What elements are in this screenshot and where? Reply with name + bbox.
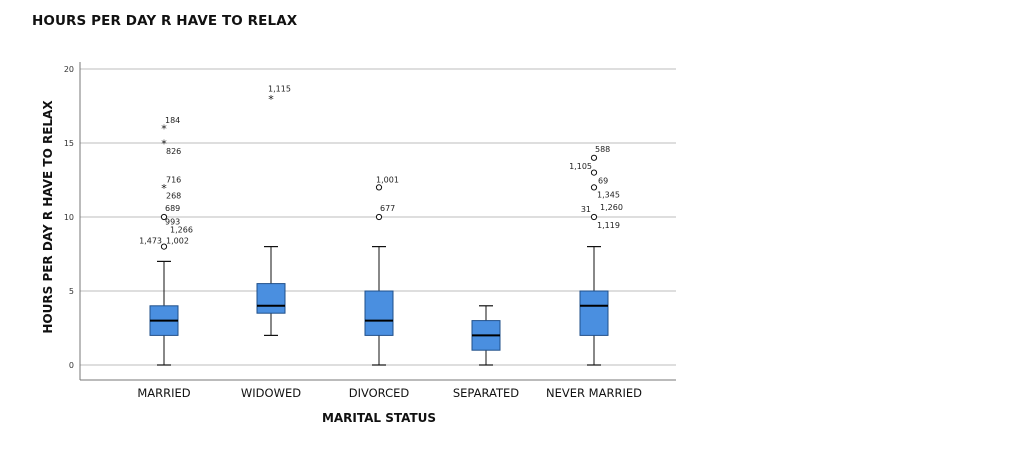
- outlier-label: 1,115: [268, 85, 291, 94]
- category-label: SEPARATED: [453, 386, 519, 400]
- outlier-star: *: [161, 123, 167, 136]
- outlier-label: 677: [380, 204, 395, 213]
- y-tick-label: 15: [64, 139, 74, 148]
- y-tick-label: 10: [64, 213, 74, 222]
- axes: [79, 62, 676, 381]
- box-iqr: [364, 290, 394, 336]
- outlier-label: 1,260: [600, 203, 623, 212]
- outlier-label: 1,002: [166, 237, 189, 246]
- category-label: WIDOWED: [241, 386, 301, 400]
- outlier-circle: [375, 213, 383, 221]
- box-group: *: [256, 93, 286, 336]
- y-tick-labels: 0 5 10 15 20: [64, 65, 74, 370]
- category-label: DIVORCED: [349, 386, 410, 400]
- outlier-label: 826: [166, 147, 181, 156]
- outlier-label: 1,473: [139, 237, 162, 246]
- outlier-label: 268: [166, 191, 181, 200]
- box-iqr: [256, 283, 286, 314]
- outlier-label: 1,105: [569, 162, 592, 171]
- outlier-label: 31: [581, 205, 591, 214]
- y-tick-label: 20: [64, 65, 74, 74]
- outlier-label: 1,345: [597, 190, 620, 199]
- outlier-circle: [160, 243, 168, 250]
- box-group: * * *: [149, 123, 179, 366]
- y-tick-label: 0: [69, 361, 74, 370]
- outlier-star: *: [161, 182, 167, 195]
- outlier-label: 184: [165, 116, 180, 125]
- y-axis-label: HOURS PER DAY R HAVE TO RELAX: [41, 100, 55, 334]
- outlier-label: 1,119: [597, 221, 620, 230]
- outlier-label: 716: [166, 175, 181, 184]
- x-axis-label: MARITAL STATUS: [322, 411, 436, 425]
- outlier-circle: [590, 169, 598, 176]
- outlier-label: 588: [595, 145, 610, 154]
- box-group: [471, 305, 501, 366]
- chart-title: HOURS PER DAY R HAVE TO RELAX: [32, 13, 298, 29]
- outlier-label: 993: [165, 218, 180, 227]
- box-group: [579, 154, 609, 366]
- outlier-label: 69: [598, 177, 608, 186]
- box-iqr: [579, 290, 609, 336]
- outlier-circle: [160, 213, 168, 221]
- outlier-label: 689: [165, 204, 180, 213]
- outlier-label: 1,266: [170, 226, 193, 235]
- outlier-star: *: [268, 93, 274, 106]
- outlier-circle: [375, 184, 383, 191]
- outlier-circle: [590, 213, 598, 221]
- y-tick-label: 5: [69, 287, 74, 296]
- category-label: NEVER MARRIED: [546, 386, 642, 400]
- outlier-label: 1,001: [376, 175, 399, 184]
- outlier-circle: [590, 184, 598, 191]
- outlier-circle: [590, 154, 598, 161]
- outlier-star: *: [161, 138, 167, 151]
- box-group: [364, 184, 394, 366]
- category-labels: MARRIED WIDOWED DIVORCED SEPARATED NEVER MAR…: [137, 386, 642, 400]
- category-label: MARRIED: [137, 386, 190, 400]
